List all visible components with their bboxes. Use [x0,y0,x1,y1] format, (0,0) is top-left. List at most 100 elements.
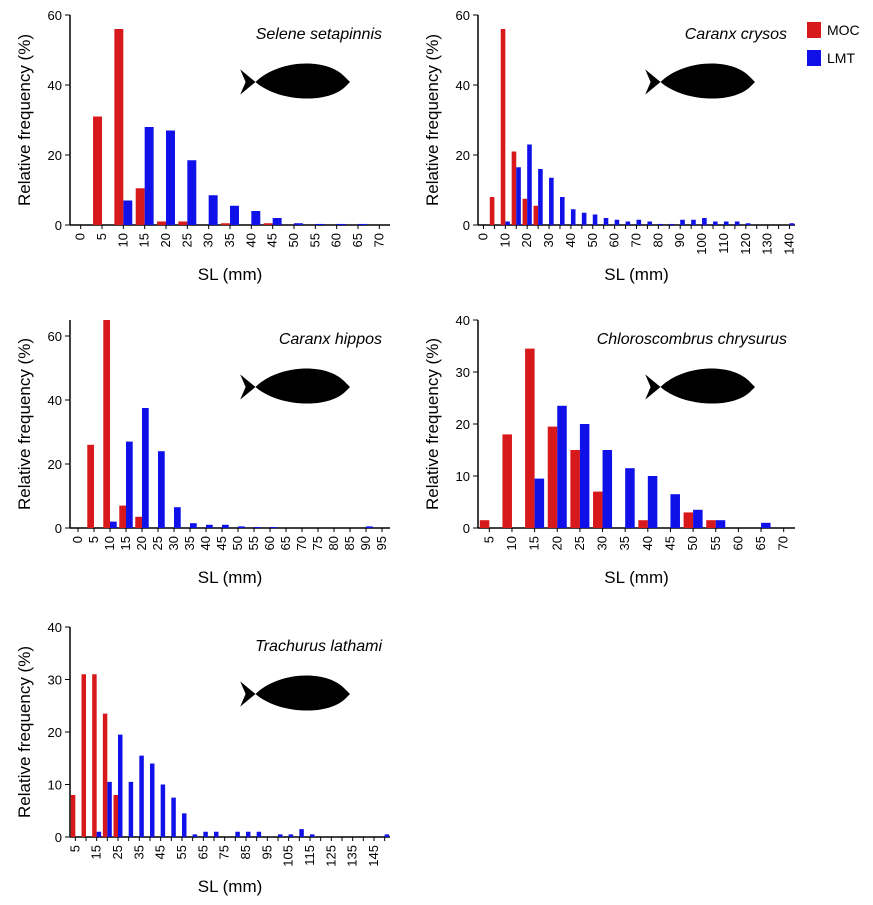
bar [547,426,558,528]
x-tick-label: 105 [281,845,296,867]
bar [625,468,635,528]
bar [182,813,187,837]
bar [110,521,117,528]
x-tick-label: 65 [350,233,365,247]
x-tick-label: 65 [278,536,293,550]
x-tick-label: 55 [174,845,189,859]
bar [114,29,124,225]
y-tick-label: 10 [48,778,62,793]
x-tick-label: 70 [629,233,644,247]
x-tick-label: 45 [153,845,168,859]
bar [745,223,751,225]
y-axis-label: Relative frequency (%) [15,34,34,206]
x-tick-label: 60 [730,536,745,550]
y-tick-label: 40 [456,313,470,328]
x-tick-label: 70 [776,536,791,550]
bar [144,127,154,225]
bar [135,516,142,528]
bar [691,219,696,225]
x-tick-label: 40 [563,233,578,247]
bar [602,450,613,528]
panel: 0 10 20 30 40 5 15 25 35 45 55 65 75 85 95 105 115 125 135… [15,620,390,896]
x-tick-label: 35 [617,536,632,550]
bar [538,169,543,225]
bar [658,223,663,225]
fish-silhouette [240,63,350,99]
bar [238,526,245,528]
bar [534,478,545,528]
x-tick-label: 30 [595,536,610,550]
bar [715,520,726,528]
panel-title: Trachurus lathami [255,638,382,655]
x-tick-label: 20 [549,536,564,550]
x-tick-label: 45 [214,536,229,550]
bar [358,223,367,225]
panel-title: Chloroscombrus chrysurus [597,331,787,348]
y-tick-label: 20 [48,457,62,472]
bar [128,781,134,837]
panel: 0 10 20 30 40 5 10 15 20 25 30 35 40 45 50 55 60 65 70 SL (… [423,313,795,587]
y-axis-label: Relative frequency (%) [15,646,34,818]
x-tick-label: 135 [345,845,360,867]
x-axis-label: SL (mm) [604,568,669,587]
x-axis-label: SL (mm) [198,568,263,587]
bar [533,205,539,225]
x-tick-label: 15 [89,845,104,859]
y-tick-label: 40 [456,78,470,93]
bar [96,831,102,837]
y-tick-label: 20 [456,417,470,432]
x-tick-label: 25 [179,233,194,247]
fish-silhouette [240,368,350,404]
x-tick-label: 130 [760,233,775,255]
y-axis-label: Relative frequency (%) [15,338,34,510]
fish-silhouette [645,63,755,99]
bar [272,218,282,225]
bar [93,116,102,225]
bar [263,223,273,225]
x-tick-label: 145 [366,845,381,867]
bar [570,450,580,528]
x-tick-label: 95 [259,845,274,859]
fish-silhouette [645,368,755,404]
legend-swatch [807,50,821,66]
bar [270,527,277,528]
x-tick-label: 10 [504,536,519,550]
bar [119,505,126,528]
y-tick-label: 20 [456,148,470,163]
x-tick-label: 20 [158,233,173,247]
bar [278,834,283,837]
x-tick-label: 95 [374,536,389,550]
y-tick-label: 20 [48,725,62,740]
y-tick-label: 60 [48,329,62,344]
bar [527,144,532,225]
panel-title: Caranx hippos [279,331,382,348]
x-axis-label: SL (mm) [198,877,263,896]
x-tick-label: 115 [302,845,317,866]
y-tick-label: 30 [456,365,470,380]
x-tick-label: 60 [607,233,622,247]
x-tick-label: 0 [73,233,88,240]
panel-title: Selene setapinnis [256,26,382,43]
x-tick-label: 85 [342,536,357,550]
x-tick-label: 75 [217,845,232,859]
y-tick-label: 40 [48,393,62,408]
bar [288,834,294,837]
bar [142,408,149,528]
bar [702,218,707,225]
x-tick-label: 65 [753,536,768,550]
legend-label: LMT [827,50,855,66]
bar [723,221,729,225]
bar [70,795,76,837]
x-tick-label: 65 [195,845,210,859]
x-axis-label: SL (mm) [604,265,669,284]
bar [789,223,795,225]
x-tick-label: 0 [70,536,85,543]
bar [81,674,86,837]
bar [366,526,373,528]
x-tick-label: 0 [475,233,490,240]
x-tick-label: 10 [497,233,512,247]
bar [139,755,144,837]
x-tick-label: 80 [650,233,665,247]
x-tick-label: 5 [67,845,82,852]
bar [670,494,680,528]
